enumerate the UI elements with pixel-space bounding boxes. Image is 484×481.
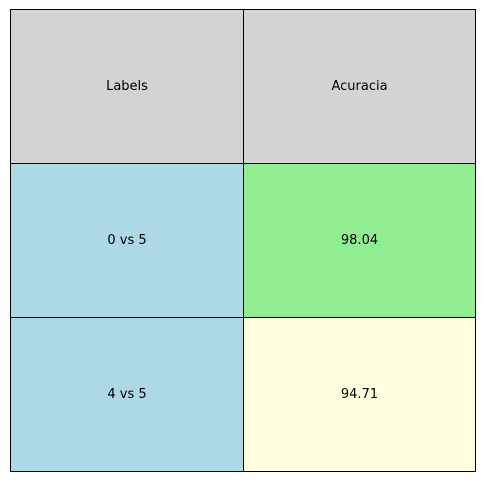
row-value-cell: 94.71 [243, 317, 476, 472]
accuracy-table-container: Labels Acuracia 0 vs 5 98.04 4 vs 5 94.7… [10, 9, 476, 472]
table-row: 0 vs 5 98.04 [10, 163, 476, 318]
header-accuracy: Acuracia [243, 9, 476, 164]
row-label-cell: 4 vs 5 [10, 317, 244, 472]
row-value-cell: 98.04 [243, 163, 476, 318]
table-row: 4 vs 5 94.71 [10, 317, 476, 472]
header-labels: Labels [10, 9, 244, 164]
row-label-cell: 0 vs 5 [10, 163, 244, 318]
accuracy-table: Labels Acuracia 0 vs 5 98.04 4 vs 5 94.7… [10, 9, 476, 472]
header-row: Labels Acuracia [10, 9, 476, 164]
